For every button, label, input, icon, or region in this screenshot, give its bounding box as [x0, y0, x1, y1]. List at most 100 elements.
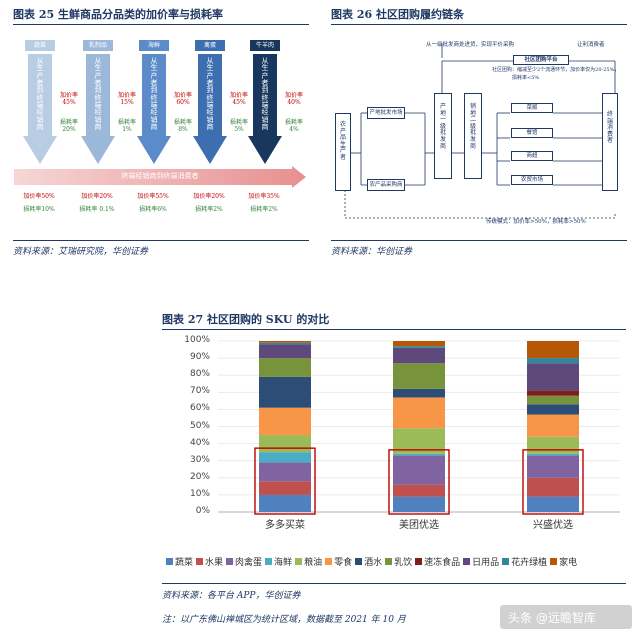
fig27-source: 资料来源：各平台 APP，华创证券 [162, 591, 301, 601]
fig25-end-loss: 损耗率6% [139, 206, 167, 213]
end-consumer-box: 终端消费者 [602, 93, 618, 191]
producer-box: 农产品生产者 [335, 113, 351, 191]
fig25-source-rule [13, 240, 309, 241]
fig25-end-markup: 加价率20% [193, 193, 225, 200]
legend-swatch [295, 558, 303, 565]
legend-label: 粮油 [304, 558, 323, 568]
bar-segment [259, 494, 311, 512]
bar-segment [259, 376, 311, 408]
fig25-markup: 加价率 15% [117, 92, 136, 106]
legend-label: 酒水 [364, 558, 383, 568]
legend-item: 水果 [196, 555, 223, 568]
bar-segment [393, 453, 445, 456]
y-tick-label: 10% [189, 488, 210, 499]
fig25-flow-text: 从生产者到终端经销商 [150, 57, 158, 132]
bar-segment [393, 496, 445, 512]
fig25-end-loss: 损耗率10% [23, 206, 55, 213]
bar-segment [527, 358, 579, 364]
legend-item: 花卉绿植 [502, 555, 547, 568]
legend-label: 花卉绿植 [511, 558, 548, 568]
bar-segment [259, 462, 311, 482]
legend-swatch [463, 558, 471, 565]
legend-label: 日用品 [472, 558, 500, 568]
legend-swatch [166, 558, 173, 565]
fig25-flow-text: 从生产者到终端经销商 [94, 57, 102, 132]
fig25-end-markup: 加价率20% [81, 193, 113, 200]
fig25-loss: 损耗率 4% [284, 119, 303, 133]
bar-segment [259, 435, 311, 453]
bar-segment [259, 344, 311, 359]
legend-swatch [415, 558, 423, 565]
bar-segment [393, 455, 445, 485]
fig25-end-loss: 损耗率2% [195, 206, 223, 213]
bar-segment [527, 395, 579, 405]
fig25-markup: 加价率 40% [284, 92, 303, 106]
y-tick-label: 100% [184, 335, 210, 345]
y-tick-label: 50% [189, 420, 210, 431]
chain-note-1: 社区团购：缩减至少2个流通环节，加价率仅为20-25%， [492, 67, 620, 73]
fig25-end-markup: 加价率55% [137, 193, 169, 200]
retail-box: 农贸市场 [511, 175, 553, 185]
bar-segment [527, 363, 579, 391]
bar-segment [527, 404, 579, 415]
fig25-band-label: 终端经销商到终端消费者 [121, 172, 199, 180]
fig25-column: 海鲜从生产者到终端经销商 [137, 40, 171, 165]
fig25-source: 资料来源：艾瑞研究院，华创证券 [13, 247, 149, 257]
bar-segment [527, 496, 579, 512]
top-note: 从一级批发商处进货，实现平价采购 [426, 42, 515, 48]
y-tick-label: 80% [189, 369, 210, 380]
fig25-end-loss: 损耗率 0.1% [79, 206, 115, 213]
fig25-loss: 损耗率 5% [229, 119, 248, 133]
legend-label: 蔬菜 [175, 558, 194, 568]
legend-swatch [355, 558, 363, 565]
y-tick-label: 30% [189, 454, 210, 465]
consumer-note: 让利消费者 [577, 42, 605, 48]
legend-label: 肉禽蛋 [235, 558, 263, 568]
legend-label: 海鲜 [274, 558, 293, 568]
legend-item: 酒水 [355, 555, 382, 568]
bar-segment [527, 436, 579, 454]
legend-label: 家电 [559, 558, 578, 568]
legend-item: 蔬菜 [166, 555, 193, 568]
fig25-category-label: 海鲜 [139, 40, 169, 51]
fig25-loss: 损耗率 20% [59, 119, 78, 133]
fig25-column: 蔬菜 从生产者到终端经销商 [23, 40, 57, 165]
fig25-flow-text: 从生产者到终端经销商 [206, 57, 214, 132]
bar-segment [393, 484, 445, 497]
legend-swatch [226, 558, 234, 565]
bar-segment [527, 414, 579, 437]
fig27-title: 图表 27 社区团购的 SKU 的对比 [162, 313, 330, 326]
fig25-category-label: 牛羊肉 [250, 40, 280, 51]
fig25-category-label: 乳制品 [83, 40, 113, 51]
y-tick-label: 20% [189, 471, 210, 482]
traditional-note: 传统模式：加价率>50%，损耗率>50% [486, 219, 586, 225]
fig26-source-rule [331, 240, 627, 241]
legend-item: 零食 [325, 555, 352, 568]
platform-box: 社区团购平台 [513, 55, 569, 65]
fig25-down-arrow [248, 54, 282, 164]
origin-wholesaler-box: 产地一级批发商 [434, 93, 452, 179]
fig25-category-label: 禽蛋 [195, 40, 225, 51]
purchaser-box: 农产品采购商 [367, 179, 405, 191]
y-tick-label: 70% [189, 386, 210, 397]
legend-item: 家电 [550, 555, 577, 568]
legend-item: 日用品 [463, 555, 499, 568]
fig25-markup: 加价率 45% [59, 92, 78, 106]
legend-label: 零食 [334, 558, 353, 568]
x-category-label: 多多买菜 [265, 520, 305, 531]
legend-item: 粮油 [295, 555, 322, 568]
highlight-box [254, 447, 316, 515]
watermark-bg [500, 605, 632, 629]
origin-market-box: 产地批发市场 [367, 107, 405, 119]
legend-swatch [385, 558, 393, 565]
sales-wholesaler-box: 销地二级批发商 [464, 93, 482, 179]
fig25-loss: 损耗率 1% [117, 119, 136, 133]
fig25-rule [13, 24, 309, 25]
legend-item: 肉禽蛋 [226, 555, 262, 568]
legend-item: 速冻食品 [415, 555, 460, 568]
fig25-down-arrow [81, 54, 115, 164]
bar-segment [259, 358, 311, 377]
bar-segment [259, 481, 311, 495]
legend-swatch [502, 558, 510, 565]
retail-box: 商超 [511, 151, 553, 161]
